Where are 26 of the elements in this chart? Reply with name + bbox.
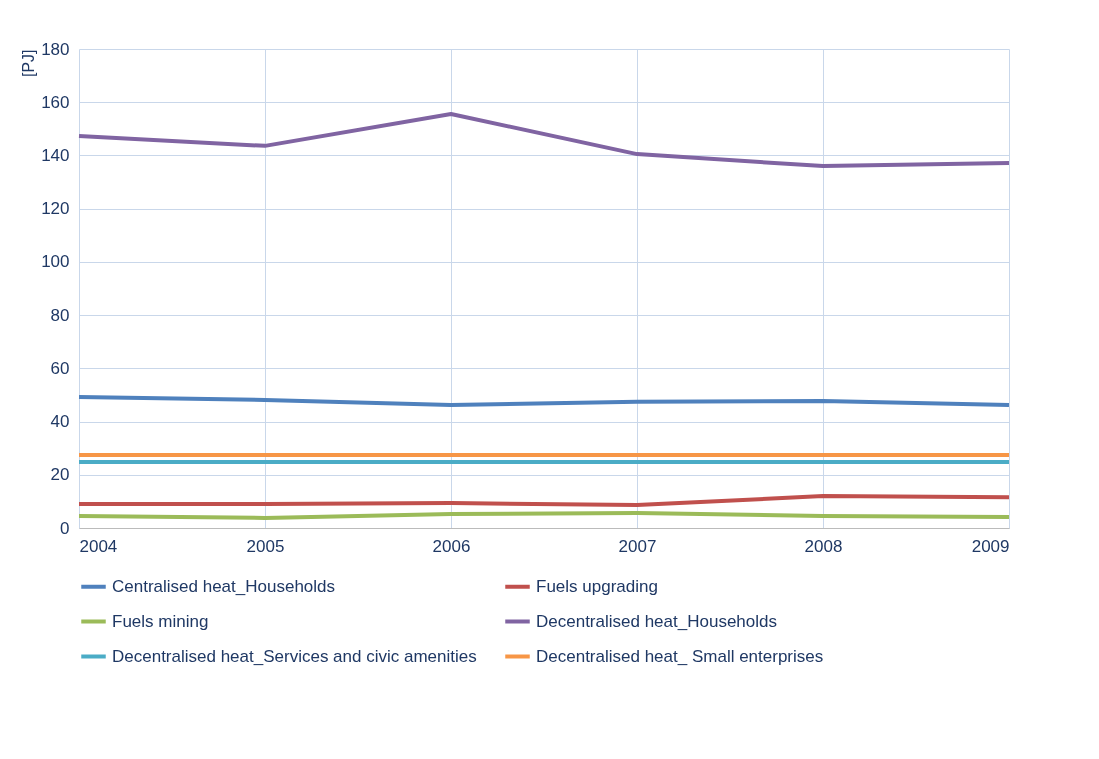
y-tick-label: 100	[41, 252, 70, 272]
x-tick-label: 2008	[804, 536, 843, 556]
y-tick-label: 80	[50, 305, 70, 325]
y-axis-title: [PJ]	[20, 49, 38, 78]
x-tick-label: 2007	[618, 536, 657, 556]
line-series	[77, 494, 1011, 508]
line-series	[77, 395, 1011, 408]
y-tick-label: 0	[60, 518, 70, 538]
y-tick-label: 180	[41, 39, 70, 59]
x-tick-label: 2006	[432, 536, 471, 556]
x-tick-label: 2004	[79, 536, 118, 556]
legend-label: Fuels upgrading	[536, 576, 658, 596]
y-tick-label: 60	[50, 358, 70, 378]
y-tick-label: 20	[50, 465, 70, 485]
x-tick-label: 2005	[246, 536, 285, 556]
legend-label: Decentralised heat_Households	[536, 611, 777, 631]
y-tick-label: 40	[50, 412, 70, 432]
legend-label: Decentralised heat_ Small enterprises	[536, 646, 824, 666]
y-tick-label: 120	[41, 199, 70, 219]
legend-label: Decentralised heat_Services and civic amenities	[112, 646, 477, 666]
y-tick-label: 140	[41, 145, 70, 165]
y-tick-label: 160	[41, 92, 70, 112]
x-tick-label: 2009	[971, 536, 1010, 556]
legend-label: Centralised heat_Households	[112, 576, 336, 596]
line-series	[77, 111, 1011, 169]
legend-label: Fuels mining	[112, 611, 209, 631]
